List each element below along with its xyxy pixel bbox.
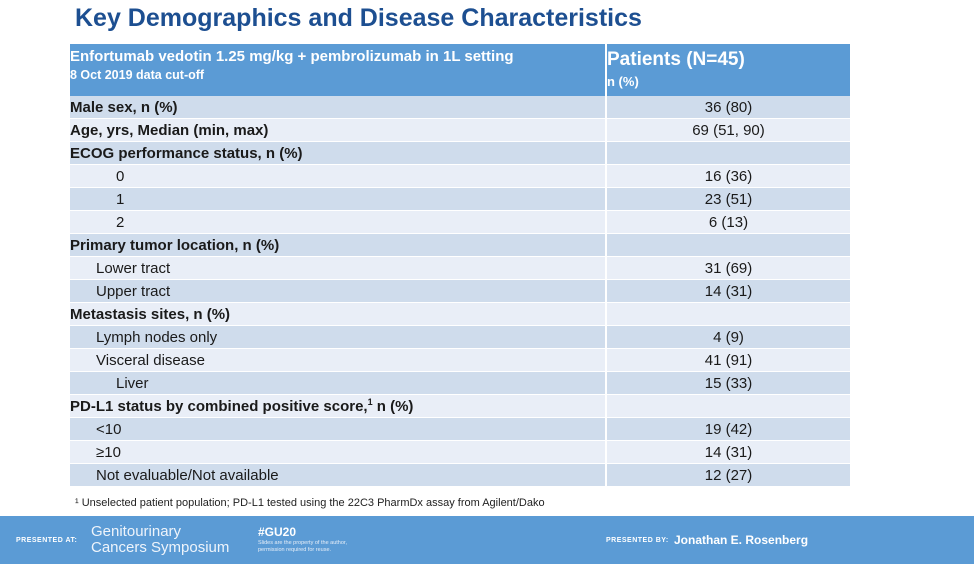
row-label-text: Male sex, n (%) xyxy=(70,98,178,116)
table-body: Male sex, n (%) 36 (80) Age, yrs, Median (… xyxy=(70,96,850,487)
row-label: Upper tract xyxy=(70,280,607,303)
table-row: Upper tract 14 (31) xyxy=(70,280,850,303)
row-value: 6 (13) xyxy=(607,211,850,234)
footnote: ¹ Unselected patient population; PD-L1 t… xyxy=(75,497,545,509)
row-label: ≥10 xyxy=(70,441,607,464)
logo-line1: Genitourinary xyxy=(91,523,182,540)
table-row: 0 16 (36) xyxy=(70,165,850,188)
presenter-name: Jonathan E. Rosenberg xyxy=(674,533,809,547)
row-value: 14 (31) xyxy=(607,441,850,464)
table-row: PD-L1 status by combined positive score,… xyxy=(70,395,850,418)
row-label-text: 0 xyxy=(116,167,125,185)
presented-at-label: PRESENTED AT: xyxy=(16,537,78,544)
row-label-text: ≥10 xyxy=(96,443,121,461)
table-row: Lymph nodes only 4 (9) xyxy=(70,326,850,349)
table-row: ≥10 14 (31) xyxy=(70,441,850,464)
table-row: Lower tract 31 (69) xyxy=(70,257,850,280)
row-label: <10 xyxy=(70,418,607,441)
row-value: 36 (80) xyxy=(607,96,850,119)
row-value: 12 (27) xyxy=(607,464,850,487)
table-row: Liver 15 (33) xyxy=(70,372,850,395)
row-label-text: Lower tract xyxy=(96,259,171,277)
logo-line2: Cancers Symposium xyxy=(91,539,230,556)
row-label-text: Metastasis sites, n (%) xyxy=(70,305,231,323)
header-data-cutoff: 8 Oct 2019 data cut-off xyxy=(70,68,205,82)
table-row: 1 23 (51) xyxy=(70,188,850,211)
row-label-text: ECOG performance status, n (%) xyxy=(70,144,303,162)
row-label-text: Age, yrs, Median (min, max) xyxy=(70,121,269,139)
presented-by-label: PRESENTED BY: xyxy=(606,537,669,544)
row-label: Lower tract xyxy=(70,257,607,280)
hashtag: #GU20 xyxy=(258,525,297,539)
row-label: PD-L1 status by combined positive score,… xyxy=(70,395,607,418)
slide-title: Key Demographics and Disease Characteris… xyxy=(75,4,642,32)
row-label: Metastasis sites, n (%) xyxy=(70,303,607,326)
row-label: Age, yrs, Median (min, max) xyxy=(70,119,607,142)
row-label-text: Upper tract xyxy=(96,282,171,300)
table-row: Male sex, n (%) 36 (80) xyxy=(70,96,850,119)
footer-bar: PRESENTED AT: Genitourinary Cancers Symp… xyxy=(0,516,974,564)
row-label-text: Primary tumor location, n (%) xyxy=(70,236,280,254)
header-patients: Patients (N=45) n (%) xyxy=(607,44,850,96)
row-value: 15 (33) xyxy=(607,372,850,395)
row-value xyxy=(607,395,850,418)
row-label: 1 xyxy=(70,188,607,211)
table-row: Not evaluable/Not available 12 (27) xyxy=(70,464,850,487)
row-value xyxy=(607,142,850,165)
row-value: 14 (31) xyxy=(607,280,850,303)
row-label-text: <10 xyxy=(96,420,122,438)
row-label: Lymph nodes only xyxy=(70,326,607,349)
disclaimer: Slides are the property of the author, p… xyxy=(258,540,347,553)
row-value: 23 (51) xyxy=(607,188,850,211)
row-label-text: 2 xyxy=(116,213,125,231)
table-header-row: Enfortumab vedotin 1.25 mg/kg + pembroli… xyxy=(70,44,850,96)
row-value: 4 (9) xyxy=(607,326,850,349)
table-row: ECOG performance status, n (%) xyxy=(70,142,850,165)
header-treatment: Enfortumab vedotin 1.25 mg/kg + pembroli… xyxy=(70,44,607,96)
table-row: 2 6 (13) xyxy=(70,211,850,234)
row-value: 41 (91) xyxy=(607,349,850,372)
demographics-table: Enfortumab vedotin 1.25 mg/kg + pembroli… xyxy=(70,44,850,487)
row-label-text: Lymph nodes only xyxy=(96,328,218,346)
row-label: 0 xyxy=(70,165,607,188)
row-value: 16 (36) xyxy=(607,165,850,188)
table-row: Age, yrs, Median (min, max) 69 (51, 90) xyxy=(70,119,850,142)
table-row: <10 19 (42) xyxy=(70,418,850,441)
row-label: Visceral disease xyxy=(70,349,607,372)
row-label-text: PD-L1 status by combined positive score, xyxy=(70,398,368,415)
row-label-text: Liver xyxy=(116,374,149,392)
row-value: 69 (51, 90) xyxy=(607,119,850,142)
symposium-logo: Genitourinary Cancers Symposium xyxy=(91,524,229,556)
table-row: Visceral disease 41 (91) xyxy=(70,349,850,372)
table-row: Metastasis sites, n (%) xyxy=(70,303,850,326)
row-value xyxy=(607,234,850,257)
header-patients-unit: n (%) xyxy=(607,74,639,89)
row-label-suffix: n (%) xyxy=(372,398,414,415)
row-label: Liver xyxy=(70,372,607,395)
row-label: ECOG performance status, n (%) xyxy=(70,142,607,165)
row-value: 19 (42) xyxy=(607,418,850,441)
row-value xyxy=(607,303,850,326)
row-label: 2 xyxy=(70,211,607,234)
row-label: Not evaluable/Not available xyxy=(70,464,607,487)
row-value: 31 (69) xyxy=(607,257,850,280)
row-label: Male sex, n (%) xyxy=(70,96,607,119)
footnote-marker: 1 xyxy=(367,397,373,407)
header-treatment-title: Enfortumab vedotin 1.25 mg/kg + pembroli… xyxy=(70,48,514,65)
row-label-text: Visceral disease xyxy=(96,351,205,369)
row-label: Primary tumor location, n (%) xyxy=(70,234,607,257)
header-patients-title: Patients (N=45) xyxy=(607,49,745,70)
row-label-text: Not evaluable/Not available xyxy=(96,466,279,484)
row-label-text: 1 xyxy=(116,190,125,208)
table-row: Primary tumor location, n (%) xyxy=(70,234,850,257)
